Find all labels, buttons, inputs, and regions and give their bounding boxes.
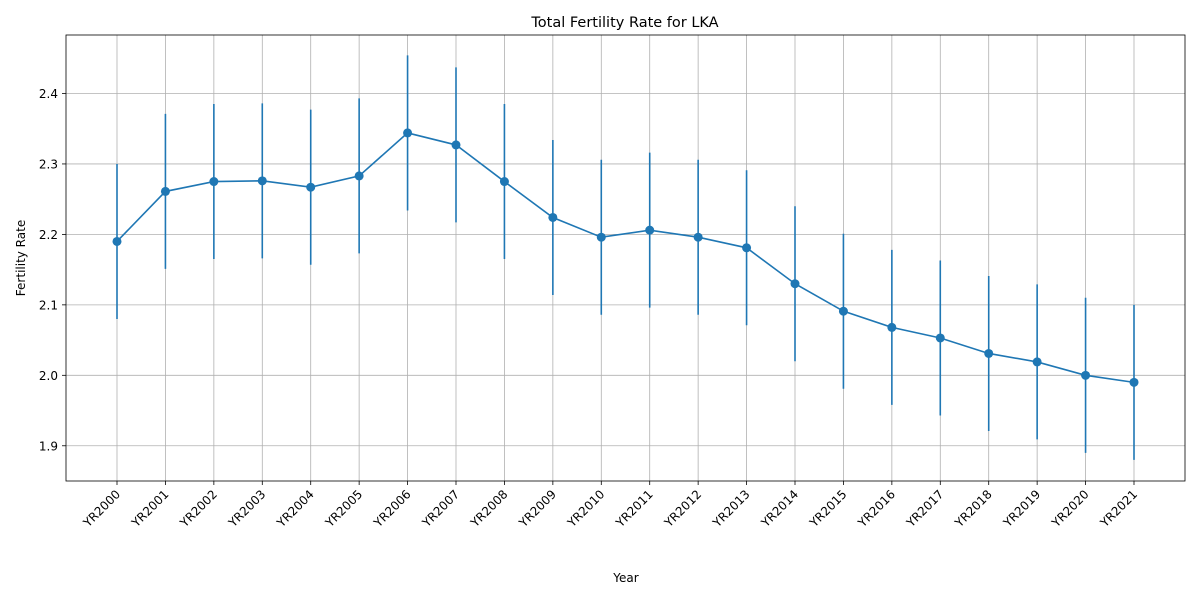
data-point	[451, 140, 461, 150]
x-tick-label: YR2016	[855, 487, 898, 530]
data-point	[354, 171, 364, 181]
x-tick-label: YR2002	[177, 487, 220, 530]
y-tick-label: 2.4	[39, 87, 58, 101]
x-tick-label: YR2000	[80, 487, 123, 530]
x-tick-label: YR2001	[128, 487, 171, 530]
data-point	[1081, 370, 1091, 380]
x-tick-label: YR2012	[661, 487, 704, 530]
data-point	[257, 176, 267, 186]
x-axis-label: Year	[612, 571, 638, 585]
x-tick-label: YR2018	[952, 487, 995, 530]
y-tick-label: 2.3	[39, 157, 58, 171]
data-point	[548, 212, 558, 222]
series-line	[116, 132, 1135, 384]
data-point	[596, 232, 606, 242]
x-tick-label: YR2005	[322, 487, 365, 530]
data-point	[887, 322, 897, 332]
data-point	[499, 177, 509, 187]
x-tick-label: YR2019	[1000, 487, 1043, 530]
grid	[66, 35, 1185, 481]
x-tick-label: YR2010	[564, 487, 607, 530]
x-tick-label: YR2004	[274, 487, 317, 530]
data-point	[790, 279, 800, 289]
series	[112, 55, 1139, 460]
x-tick-label: YR2003	[225, 487, 268, 530]
x-tick-label: YR2015	[806, 487, 849, 530]
data-point	[838, 306, 848, 316]
data-point	[742, 243, 752, 253]
y-tick-label: 2.2	[39, 228, 58, 242]
chart-title: Total Fertility Rate for LKA	[530, 15, 718, 31]
y-tick-label: 1.9	[39, 439, 58, 453]
y-axis: 1.9 2.0 2.1 2.2 2.3 2.4	[39, 87, 66, 453]
y-tick-label: 2.0	[39, 369, 58, 383]
y-axis-label: Fertility Rate	[14, 220, 28, 296]
data-point	[403, 128, 413, 138]
data-point	[1129, 377, 1139, 387]
x-tick-label: YR2006	[370, 487, 413, 530]
x-tick-label: YR2007	[419, 487, 462, 530]
data-point	[935, 333, 945, 343]
data-point	[160, 186, 170, 196]
data-point	[1032, 357, 1042, 367]
x-tick-label: YR2017	[903, 487, 946, 530]
plot-frame	[65, 34, 1186, 482]
x-tick-label: YR2020	[1048, 487, 1091, 530]
x-tick-label: YR2011	[613, 487, 656, 530]
data-point	[112, 236, 122, 246]
x-tick-label: YR2008	[467, 487, 510, 530]
data-point	[693, 232, 703, 242]
data-point	[984, 348, 994, 358]
x-axis: YR2000 YR2001 YR2002 YR2003 YR2004 YR2005 YR20…	[80, 481, 1140, 531]
x-tick-label: YR2013	[709, 487, 752, 530]
x-tick-label: YR2021	[1097, 487, 1140, 530]
data-point	[209, 177, 219, 187]
x-tick-label: YR2014	[758, 487, 801, 530]
data-point	[645, 225, 655, 235]
y-tick-label: 2.1	[39, 298, 58, 312]
data-point	[306, 182, 316, 192]
x-tick-label: YR2009	[516, 487, 559, 530]
